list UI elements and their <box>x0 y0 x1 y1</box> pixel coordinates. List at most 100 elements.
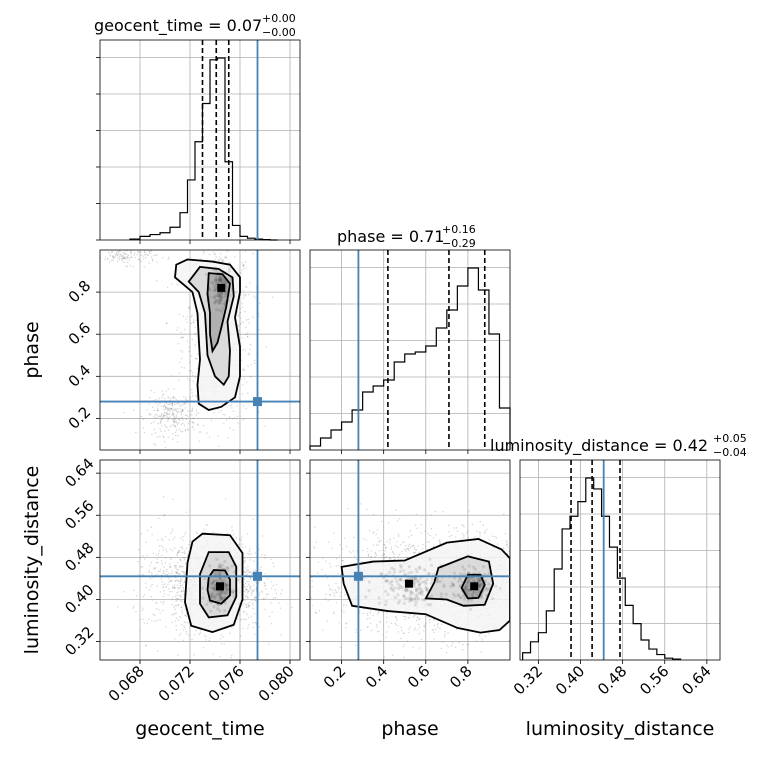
density-core <box>222 302 226 306</box>
scatter-point <box>385 636 387 639</box>
scatter-point <box>337 586 339 588</box>
scatter-point <box>241 543 243 545</box>
scatter-point <box>335 565 337 567</box>
scatter-point <box>195 394 197 396</box>
scatter-point <box>376 631 379 633</box>
scatter-point <box>166 322 168 324</box>
scatter-point <box>174 421 176 423</box>
scatter-point <box>239 308 241 310</box>
scatter-point <box>367 551 369 553</box>
scatter-point <box>245 603 247 606</box>
scatter-point <box>394 558 396 560</box>
scatter-point <box>161 554 163 557</box>
density-core <box>214 299 219 303</box>
scatter-point <box>394 622 397 625</box>
scatter-point <box>176 553 178 556</box>
scatter-point <box>506 543 508 546</box>
scatter-point <box>213 466 214 467</box>
scatter-point <box>171 614 173 616</box>
density-core <box>212 605 216 609</box>
scatter-point <box>132 266 134 268</box>
scatter-point <box>187 306 190 309</box>
scatter-point <box>179 566 181 569</box>
scatter-point <box>175 417 177 419</box>
density-core <box>221 306 225 311</box>
scatter-point <box>164 535 167 538</box>
scatter-point <box>252 590 254 592</box>
scatter-point <box>114 254 117 257</box>
scatter-point <box>534 584 535 585</box>
scatter-point <box>431 629 434 631</box>
density-core <box>214 593 218 597</box>
x-tick-label-luminosity-distance: 0.56 <box>636 662 672 698</box>
scatter-point <box>176 416 178 418</box>
scatter-point <box>419 617 421 620</box>
scatter-point <box>524 576 525 577</box>
scatter-point <box>311 586 313 588</box>
scatter-point <box>182 570 184 573</box>
scatter-point <box>151 433 153 435</box>
scatter-point <box>121 244 122 245</box>
scatter-point <box>154 620 157 623</box>
scatter-point <box>250 615 253 617</box>
scatter-point <box>202 252 205 255</box>
scatter-point <box>168 413 170 416</box>
scatter-point <box>123 257 125 259</box>
scatter-point <box>246 333 249 336</box>
scatter-point <box>137 250 139 253</box>
scatter-point <box>173 420 175 423</box>
scatter-point <box>484 635 486 637</box>
scatter-point <box>172 586 174 588</box>
scatter-point <box>185 613 188 615</box>
scatter-point <box>181 548 184 550</box>
scatter-point <box>176 599 179 601</box>
scatter-point <box>331 589 334 591</box>
scatter-point <box>339 586 341 589</box>
scatter-point <box>439 542 442 545</box>
scatter-point <box>332 611 335 613</box>
scatter-point <box>390 546 393 549</box>
scatter-point <box>188 350 190 352</box>
scatter-point <box>194 357 197 360</box>
scatter-point <box>203 250 205 253</box>
scatter-point <box>191 638 193 641</box>
scatter-point <box>413 629 416 631</box>
scatter-point <box>250 591 252 594</box>
scatter-point <box>97 261 98 262</box>
scatter-point <box>108 261 111 264</box>
scatter-point <box>335 591 337 593</box>
scatter-point <box>249 585 252 588</box>
scatter-point <box>130 251 132 254</box>
density-core <box>220 309 224 314</box>
density-core <box>218 293 222 297</box>
scatter-point <box>112 255 114 257</box>
scatter-point <box>442 641 444 643</box>
scatter-point <box>514 588 515 589</box>
scatter-point <box>259 569 261 571</box>
scatter-point <box>174 426 177 428</box>
scatter-point <box>183 594 185 596</box>
scatter-point <box>337 588 340 590</box>
scatter-point <box>159 435 161 438</box>
density-core <box>210 581 214 585</box>
scatter-point <box>232 410 235 412</box>
scatter-point <box>249 571 251 573</box>
scatter-point <box>182 422 184 425</box>
scatter-point <box>248 605 251 607</box>
scatter-point <box>522 567 523 568</box>
scatter-point <box>181 351 184 353</box>
scatter-point <box>378 541 380 544</box>
scatter-point <box>178 550 180 552</box>
scatter-point <box>355 631 357 633</box>
scatter-point <box>242 368 244 370</box>
scatter-point <box>155 608 158 610</box>
scatter-point <box>261 535 264 537</box>
scatter-point <box>157 562 159 564</box>
scatter-point <box>258 592 261 595</box>
density-core <box>220 589 225 593</box>
scatter-point <box>314 547 316 549</box>
scatter-point <box>177 411 179 414</box>
scatter-point <box>279 607 282 609</box>
scatter-point <box>239 609 242 611</box>
y-tick-label-phase: 0.6 <box>65 319 95 349</box>
